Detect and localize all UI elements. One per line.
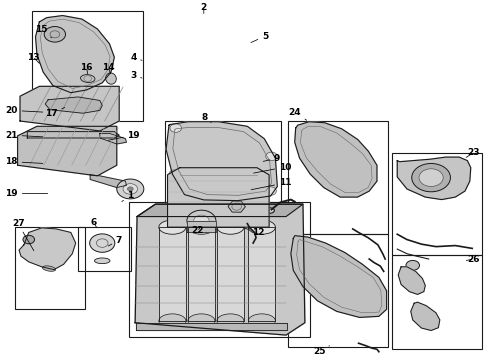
Text: 25: 25 — [313, 346, 329, 356]
Text: 26: 26 — [465, 255, 479, 263]
Text: 15: 15 — [35, 25, 51, 38]
Ellipse shape — [94, 258, 110, 263]
Ellipse shape — [106, 73, 116, 84]
Text: 20: 20 — [5, 106, 43, 115]
Text: 12: 12 — [244, 228, 264, 237]
Polygon shape — [20, 86, 119, 131]
Polygon shape — [186, 221, 215, 232]
Polygon shape — [35, 16, 114, 93]
Polygon shape — [248, 227, 275, 321]
Text: 16: 16 — [80, 64, 93, 74]
Polygon shape — [294, 122, 376, 197]
Circle shape — [186, 210, 215, 231]
Circle shape — [418, 169, 442, 186]
Polygon shape — [290, 236, 386, 317]
Ellipse shape — [263, 208, 274, 213]
Polygon shape — [216, 227, 243, 321]
Ellipse shape — [158, 220, 185, 234]
Ellipse shape — [43, 266, 56, 271]
Text: 13: 13 — [27, 53, 40, 64]
Polygon shape — [397, 267, 424, 295]
Ellipse shape — [248, 220, 275, 234]
Circle shape — [264, 187, 276, 195]
Text: 2: 2 — [200, 3, 207, 14]
Text: 18: 18 — [5, 157, 43, 166]
Text: 17: 17 — [45, 107, 64, 119]
Text: 9: 9 — [263, 154, 280, 163]
Ellipse shape — [80, 75, 95, 82]
Circle shape — [127, 187, 133, 191]
Text: 8: 8 — [201, 113, 211, 123]
Polygon shape — [45, 97, 102, 113]
Text: 10: 10 — [253, 162, 290, 173]
Circle shape — [168, 170, 180, 178]
Circle shape — [169, 124, 181, 132]
Ellipse shape — [248, 314, 275, 328]
Circle shape — [411, 164, 450, 192]
Polygon shape — [19, 228, 76, 270]
Polygon shape — [158, 227, 185, 321]
Polygon shape — [166, 122, 277, 201]
Text: 1: 1 — [121, 191, 134, 202]
Ellipse shape — [158, 314, 185, 328]
Polygon shape — [137, 204, 302, 217]
Text: 19: 19 — [108, 131, 140, 140]
Polygon shape — [187, 227, 214, 321]
Text: 4: 4 — [130, 53, 142, 62]
Ellipse shape — [187, 314, 214, 328]
Ellipse shape — [187, 220, 214, 234]
Text: 6: 6 — [91, 218, 97, 228]
Polygon shape — [136, 323, 287, 330]
Polygon shape — [90, 175, 126, 187]
Text: 7: 7 — [108, 236, 122, 246]
Circle shape — [405, 260, 419, 270]
Text: 19: 19 — [5, 189, 47, 198]
Circle shape — [265, 152, 277, 161]
Polygon shape — [410, 302, 439, 331]
Polygon shape — [135, 204, 304, 335]
Polygon shape — [167, 168, 269, 227]
Text: 22: 22 — [191, 226, 204, 235]
Text: 24: 24 — [288, 108, 306, 120]
Circle shape — [117, 179, 144, 199]
Text: 5: 5 — [251, 31, 268, 42]
Text: 3: 3 — [130, 70, 142, 80]
Ellipse shape — [216, 220, 243, 234]
Circle shape — [90, 234, 115, 252]
Text: 11: 11 — [251, 178, 291, 190]
Polygon shape — [100, 134, 126, 144]
Polygon shape — [27, 132, 119, 138]
Text: 23: 23 — [465, 149, 479, 157]
Polygon shape — [17, 126, 117, 176]
Text: 27: 27 — [12, 219, 34, 251]
Text: 21: 21 — [5, 131, 43, 140]
Circle shape — [44, 26, 65, 42]
Circle shape — [23, 235, 34, 244]
Circle shape — [123, 183, 137, 194]
Polygon shape — [396, 157, 470, 200]
Ellipse shape — [216, 314, 243, 328]
Circle shape — [193, 215, 209, 226]
Text: 14: 14 — [102, 64, 115, 74]
